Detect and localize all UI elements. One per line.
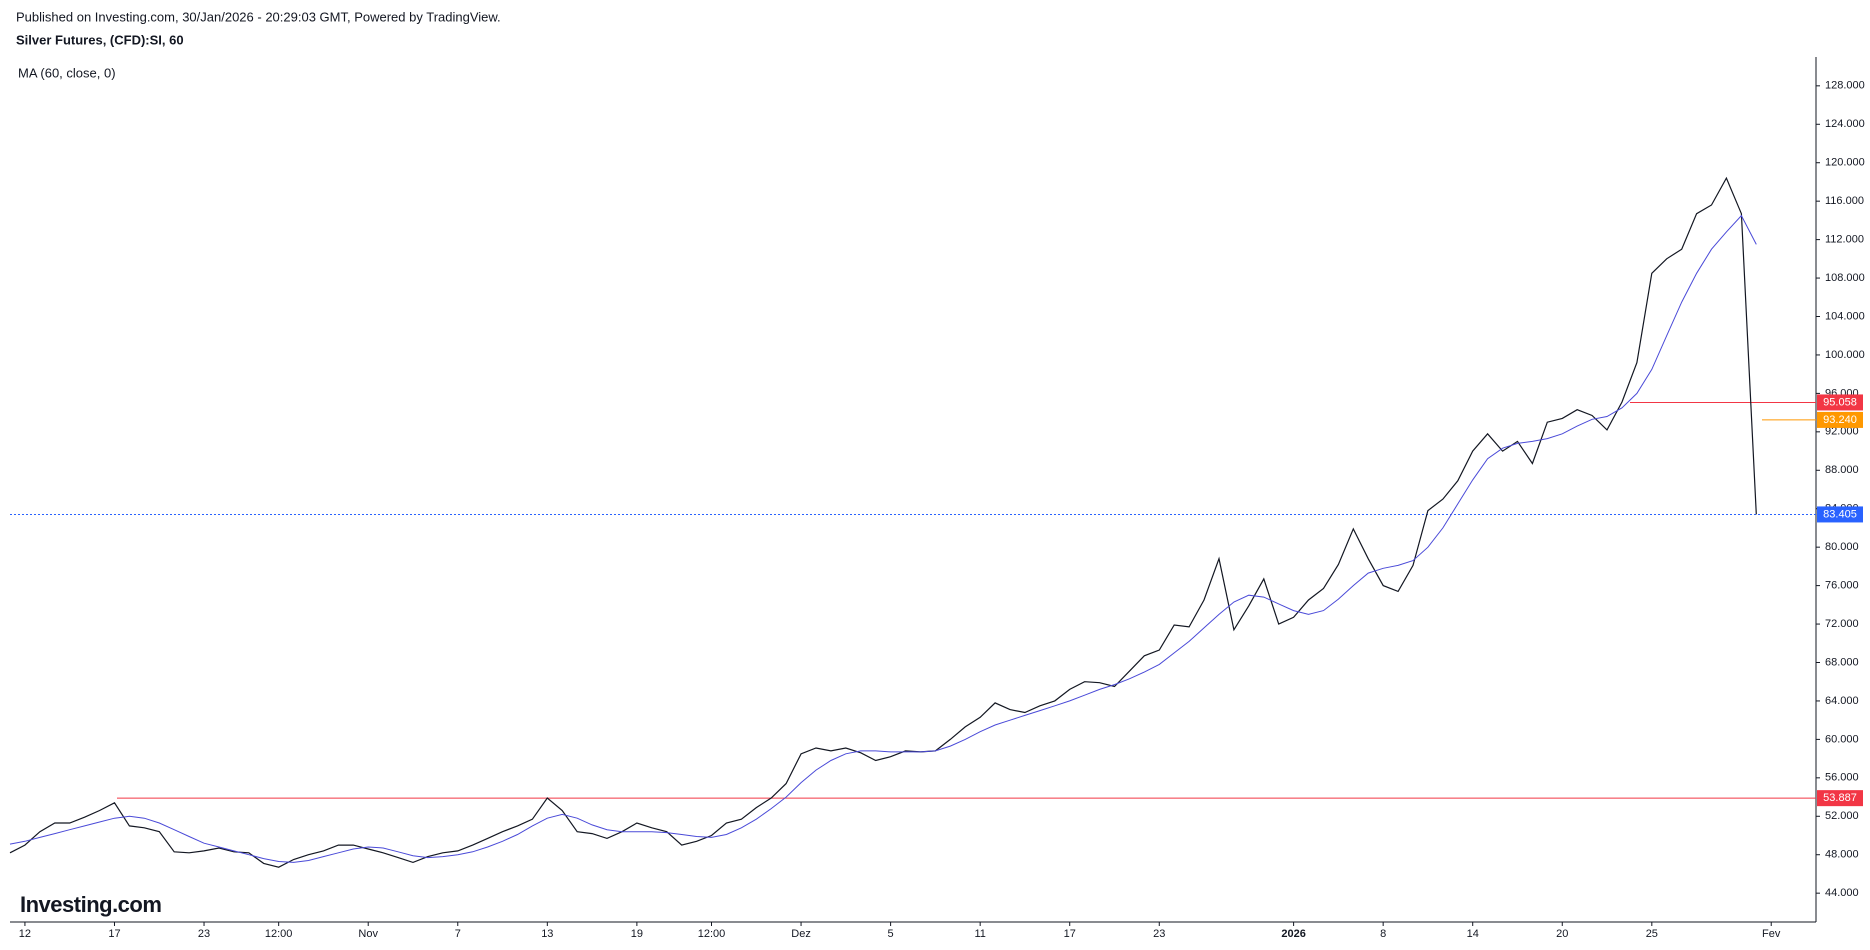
x-tick-label: 12:00 [265,928,293,940]
y-tick-label: 128.000 [1825,80,1865,92]
level-tag [1817,394,1863,411]
x-tick-label: 2026 [1281,928,1305,940]
y-tick-label: 88.000 [1825,464,1859,476]
legend-entry: MA (60, close, 0) [18,65,116,80]
level-tag [1817,790,1863,807]
chart-title: Silver Futures, (CFD):SI, 60 [16,32,184,47]
y-tick-label: 56.000 [1825,772,1859,784]
y-tick-label: 124.000 [1825,118,1865,130]
x-tick-label: 20 [1556,928,1568,940]
y-tick-label: 64.000 [1825,695,1859,707]
x-tick-label: Nov [358,928,378,940]
logo: Investing.com [20,892,161,917]
level-label: 95.058 [1823,396,1857,408]
y-tick-label: 60.000 [1825,733,1859,745]
x-tick-label: 17 [1064,928,1076,940]
level-label: 53.887 [1823,792,1857,804]
x-tick-label: Dez [791,928,811,940]
y-tick-label: 80.000 [1825,541,1859,553]
x-tick-label: 11 [974,928,985,940]
x-tick-label: 5 [888,928,894,940]
published-note: Published on Investing.com, 30/Jan/2026 … [16,9,501,24]
x-tick-label: 19 [631,928,643,940]
y-tick-label: 52.000 [1825,810,1859,822]
y-tick-label: 48.000 [1825,849,1859,861]
y-tick-label: 76.000 [1825,580,1859,592]
level-label: 93.240 [1823,414,1857,426]
y-tick-label: 68.000 [1825,656,1859,668]
x-tick-label: 17 [108,928,120,940]
y-tick-label: 116.000 [1825,195,1864,207]
y-tick-label: 72.000 [1825,618,1859,630]
x-tick-label: 12:00 [698,928,726,940]
y-tick-label: 44.000 [1825,887,1859,899]
level-tag [1817,411,1863,428]
x-tick-label: 7 [455,928,461,940]
x-tick-label: 23 [1153,928,1165,940]
y-tick-label: 92.000 [1825,426,1859,438]
level-tag [1817,506,1863,523]
level-label: 83.405 [1823,508,1857,520]
x-tick-label: 12 [19,928,31,940]
x-tick-label: 23 [198,928,210,940]
x-tick-label: 8 [1380,928,1386,940]
x-tick-label: 25 [1646,928,1658,940]
y-tick-label: 108.000 [1825,272,1865,284]
x-tick-label: 13 [541,928,553,940]
x-tick-label: 14 [1467,928,1479,940]
ma-line [9,214,1757,863]
y-tick-label: 100.000 [1825,349,1865,361]
y-tick-label: 120.000 [1825,157,1865,169]
y-tick-label: 104.000 [1825,310,1865,322]
price-line [9,176,1757,868]
x-tick-label: Fev [1762,928,1781,940]
y-tick-label: 112.000 [1825,234,1864,246]
